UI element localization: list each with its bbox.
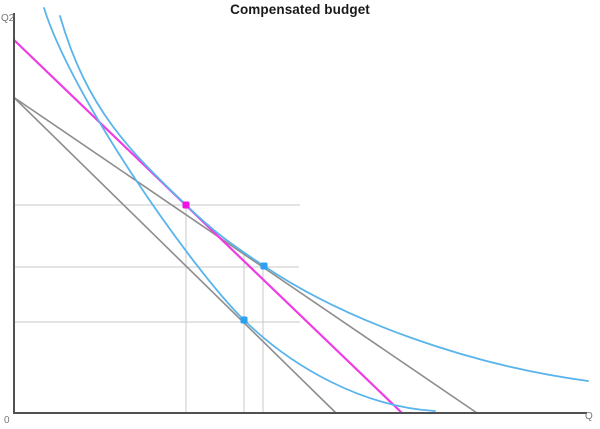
x-axis-label: Q bbox=[585, 411, 593, 422]
chart-title: Compensated budget bbox=[230, 2, 370, 17]
new-bundle-point bbox=[240, 316, 248, 324]
origin-label: 0 bbox=[4, 415, 10, 426]
y-axis-label: Q2 bbox=[1, 13, 15, 24]
compensated-bundle-point bbox=[182, 201, 190, 209]
original-bundle-point bbox=[260, 262, 268, 270]
new-budget-line bbox=[13, 96, 337, 414]
original-budget-line bbox=[13, 96, 478, 414]
compensated-budget-line bbox=[13, 39, 403, 414]
indifference-curve-new bbox=[43, 7, 436, 412]
indifference-curve-original bbox=[59, 15, 589, 382]
